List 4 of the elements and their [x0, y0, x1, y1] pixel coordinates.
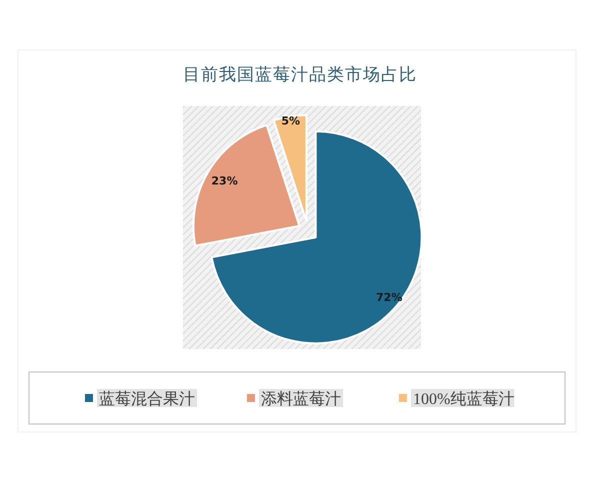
- data-label: 72%: [376, 291, 402, 304]
- data-label: 23%: [211, 174, 238, 188]
- data-label: 5%: [281, 114, 300, 128]
- chart-title: 目前我国蓝莓汁品类市场占比: [183, 65, 417, 84]
